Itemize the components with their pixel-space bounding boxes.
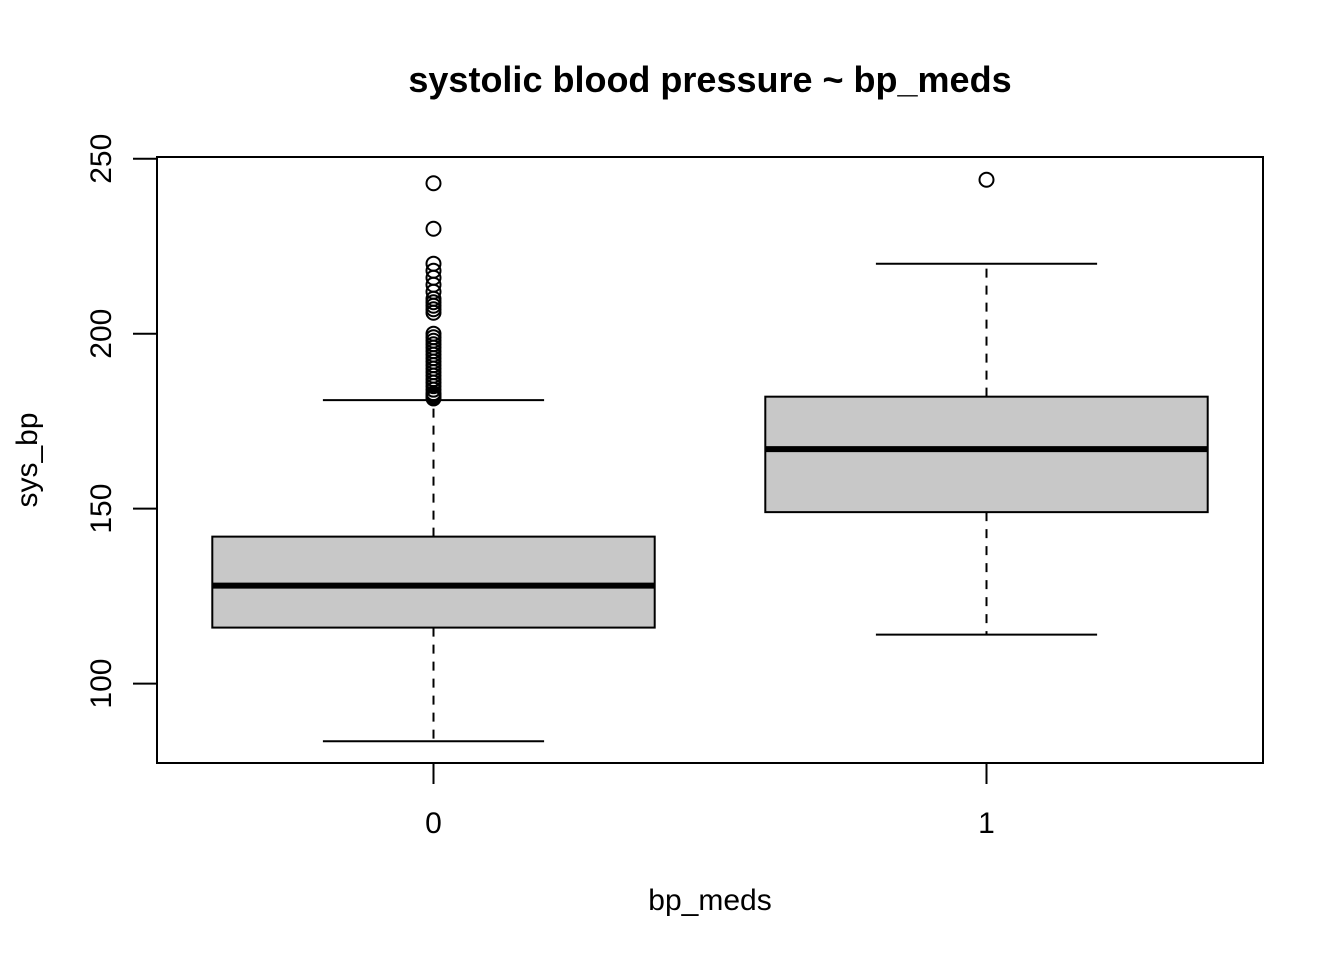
chart-title: systolic blood pressure ~ bp_meds	[408, 59, 1011, 100]
x-tick-label: 1	[978, 807, 995, 840]
iqr-box	[211, 535, 656, 629]
box-group-0	[211, 175, 656, 743]
iqr-box	[764, 395, 1209, 514]
outlier-point	[425, 175, 442, 192]
y-tick-label: 250	[85, 134, 118, 184]
outlier-point	[425, 325, 442, 342]
x-axis-label: bp_meds	[648, 884, 771, 917]
outlier-point	[425, 262, 442, 279]
outlier-point	[425, 255, 442, 272]
y-tick-label: 200	[85, 309, 118, 359]
y-tick-label: 100	[85, 659, 118, 709]
y-axis-label: sys_bp	[11, 412, 44, 507]
boxes-layer	[211, 171, 1209, 743]
x-tick-label: 0	[425, 807, 442, 840]
box-group-1	[764, 171, 1209, 636]
outlier-point	[978, 171, 995, 188]
y-tick-label: 150	[85, 484, 118, 534]
outlier-point	[425, 220, 442, 237]
y-axis: 100 150 200 250	[85, 134, 158, 709]
